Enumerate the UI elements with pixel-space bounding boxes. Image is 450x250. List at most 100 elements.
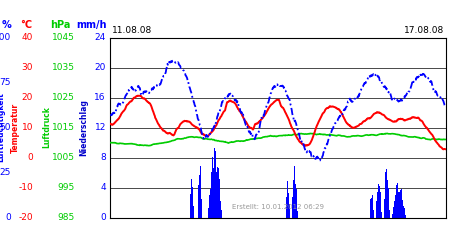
Bar — [400, 188, 401, 218]
Text: 1005: 1005 — [52, 153, 75, 162]
Text: hPa: hPa — [50, 20, 71, 30]
Bar — [387, 180, 388, 218]
Bar — [199, 175, 200, 218]
Text: 16: 16 — [94, 93, 106, 102]
Bar — [397, 183, 398, 218]
Bar — [220, 203, 221, 218]
Bar — [221, 210, 222, 218]
Text: 24: 24 — [94, 33, 106, 42]
Bar — [385, 172, 386, 218]
Bar — [211, 172, 212, 218]
Bar — [372, 195, 373, 218]
Bar — [295, 184, 296, 218]
Bar — [214, 177, 215, 218]
Text: 20: 20 — [94, 63, 106, 72]
Bar — [402, 200, 403, 218]
Bar — [218, 184, 219, 218]
Bar — [212, 157, 213, 218]
Bar — [393, 208, 394, 218]
Bar — [209, 202, 210, 218]
Text: 25: 25 — [0, 168, 11, 177]
Bar — [296, 189, 297, 218]
Bar — [216, 178, 217, 218]
Text: mm/h: mm/h — [76, 20, 107, 30]
Text: Luftfeuchtigkeit: Luftfeuchtigkeit — [0, 92, 5, 162]
Bar — [219, 176, 220, 218]
Bar — [380, 203, 381, 218]
Bar — [377, 192, 378, 218]
Bar — [388, 196, 389, 218]
Bar — [379, 186, 380, 218]
Bar — [378, 185, 379, 218]
Bar — [287, 190, 288, 218]
Bar — [380, 192, 381, 218]
Bar — [394, 203, 395, 218]
Bar — [388, 188, 389, 218]
Text: °C: °C — [20, 20, 32, 30]
Bar — [400, 191, 401, 218]
Bar — [396, 192, 397, 218]
Bar — [208, 208, 209, 218]
Bar — [200, 166, 201, 218]
Bar — [297, 214, 298, 218]
Bar — [392, 210, 393, 218]
Bar — [296, 190, 297, 218]
Text: Erstellt: 10.01.2012 06:29: Erstellt: 10.01.2012 06:29 — [232, 204, 324, 210]
Bar — [217, 166, 218, 218]
Bar — [404, 209, 405, 218]
Text: 1035: 1035 — [52, 63, 75, 72]
Bar — [201, 199, 202, 218]
Bar — [371, 200, 372, 218]
Text: Temperatur: Temperatur — [10, 102, 19, 152]
Bar — [389, 216, 390, 218]
Bar — [214, 158, 215, 218]
Bar — [386, 169, 387, 218]
Bar — [404, 208, 405, 218]
Bar — [211, 182, 212, 218]
Text: -10: -10 — [18, 183, 33, 192]
Text: 30: 30 — [22, 63, 33, 72]
Bar — [210, 197, 211, 218]
Text: 17.08.08: 17.08.08 — [404, 26, 444, 35]
Bar — [190, 194, 191, 218]
Bar — [201, 194, 202, 218]
Bar — [393, 207, 394, 218]
Bar — [399, 192, 400, 218]
Text: 100: 100 — [0, 33, 11, 42]
Bar — [208, 213, 209, 218]
Bar — [191, 197, 192, 218]
Bar — [221, 215, 222, 218]
Bar — [220, 201, 221, 218]
Bar — [384, 202, 385, 218]
Bar — [193, 201, 194, 218]
Bar — [403, 206, 404, 218]
Bar — [379, 190, 380, 218]
Bar — [394, 201, 395, 218]
Bar — [288, 194, 289, 218]
Bar — [376, 200, 377, 218]
Text: Luftdruck: Luftdruck — [42, 106, 51, 148]
Bar — [213, 168, 214, 218]
Text: 0: 0 — [5, 213, 11, 222]
Bar — [289, 204, 290, 218]
Bar — [403, 209, 404, 218]
Bar — [378, 184, 379, 218]
Text: 995: 995 — [58, 183, 75, 192]
Bar — [219, 178, 220, 218]
Text: 1045: 1045 — [52, 33, 75, 42]
Text: 50: 50 — [0, 123, 11, 132]
Text: 1015: 1015 — [52, 123, 75, 132]
Bar — [399, 197, 400, 218]
Bar — [398, 198, 399, 218]
Bar — [392, 214, 393, 218]
Text: Niederschlag: Niederschlag — [79, 99, 88, 156]
Bar — [294, 166, 295, 218]
Bar — [381, 216, 382, 218]
Bar — [395, 195, 396, 218]
Text: 1025: 1025 — [52, 93, 75, 102]
Bar — [210, 195, 211, 218]
Bar — [294, 176, 295, 218]
Bar — [292, 197, 293, 218]
Text: 0: 0 — [27, 153, 33, 162]
Bar — [287, 194, 288, 218]
